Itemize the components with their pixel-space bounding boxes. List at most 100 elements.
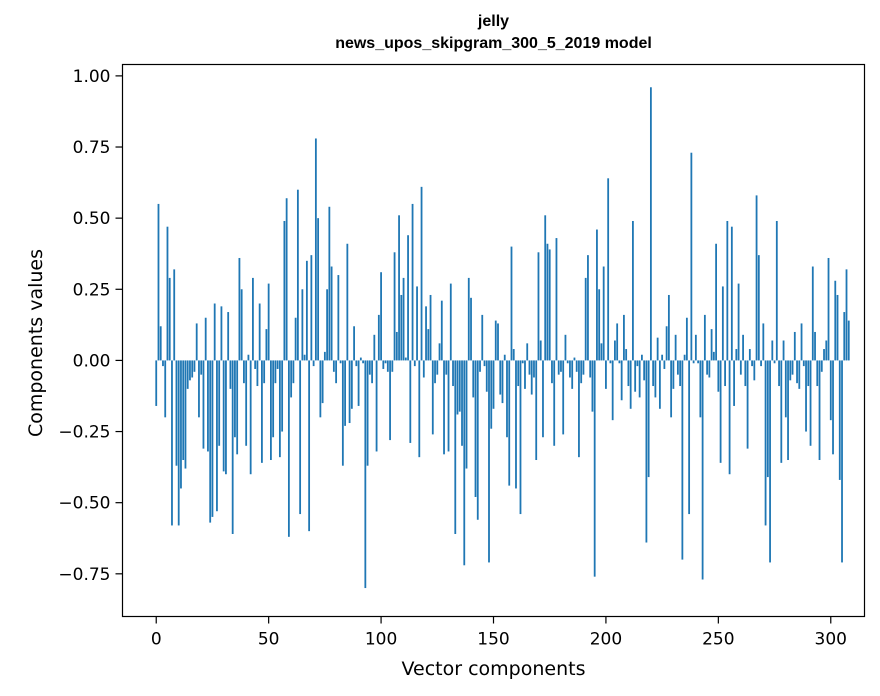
y-tick-label: 0.50 — [73, 209, 111, 229]
bar-series — [155, 87, 850, 589]
bar-279 — [782, 340, 785, 361]
bar-157 — [508, 360, 511, 486]
bar-81 — [337, 275, 340, 361]
bar-149 — [490, 360, 493, 429]
bar-67 — [305, 260, 308, 361]
bar-273 — [769, 360, 771, 563]
bar-105 — [391, 360, 394, 372]
bar-174 — [546, 243, 549, 361]
bar-307 — [845, 269, 848, 361]
bar-286 — [798, 360, 801, 389]
bar-166 — [528, 360, 531, 375]
bar-92 — [362, 360, 364, 364]
bar-154 — [501, 360, 504, 404]
bar-9 — [175, 360, 178, 466]
bar-253 — [724, 360, 726, 387]
bar-115 — [413, 360, 416, 367]
bar-245 — [706, 360, 709, 375]
bar-39 — [243, 360, 245, 384]
bar-200 — [605, 360, 607, 389]
bar-276 — [775, 220, 778, 361]
bar-155 — [503, 354, 506, 361]
bar-61 — [292, 360, 295, 384]
bar-292 — [811, 266, 814, 361]
bar-191 — [584, 277, 587, 361]
bar-98 — [375, 360, 378, 452]
bar-280 — [784, 360, 787, 418]
bar-122 — [429, 294, 432, 361]
bar-180 — [560, 360, 562, 372]
bar-168 — [533, 360, 535, 378]
bar-239 — [692, 360, 695, 364]
bar-152 — [497, 323, 499, 361]
bar-275 — [773, 360, 776, 364]
bar-30 — [222, 360, 225, 472]
bar-178 — [555, 238, 558, 361]
bar-104 — [389, 360, 391, 441]
bar-236 — [685, 317, 688, 361]
bar-226 — [663, 360, 666, 369]
bar-93 — [364, 360, 367, 589]
bar-96 — [371, 360, 373, 384]
bar-4 — [164, 360, 167, 418]
bar-137 — [463, 360, 466, 566]
bar-256 — [730, 226, 733, 361]
bar-235 — [683, 354, 686, 361]
x-tick-label: 200 — [590, 630, 622, 650]
x-axis-label: Vector components — [401, 658, 586, 680]
bar-97 — [373, 334, 376, 361]
bar-142 — [474, 360, 477, 497]
bar-33 — [229, 360, 232, 389]
bar-1 — [157, 203, 160, 361]
bar-65 — [301, 289, 304, 361]
bar-187 — [575, 360, 578, 372]
bar-46 — [258, 303, 261, 361]
bar-70 — [312, 360, 315, 367]
bar-117 — [418, 360, 421, 458]
bar-3 — [162, 360, 164, 367]
bar-255 — [728, 360, 731, 475]
bar-238 — [690, 152, 693, 361]
bar-147 — [485, 360, 488, 392]
bar-271 — [764, 360, 767, 526]
bar-84 — [344, 360, 346, 426]
bar-94 — [366, 360, 369, 466]
bar-254 — [726, 220, 729, 361]
bar-219 — [647, 360, 650, 478]
bar-213 — [634, 360, 637, 392]
bar-285 — [796, 360, 798, 384]
bar-272 — [766, 360, 769, 478]
bar-290 — [807, 360, 810, 387]
bar-55 — [278, 360, 281, 458]
bar-76 — [326, 289, 329, 361]
y-axis-ticks: −0.75 −0.50 −0.25 0.00 0.25 0.50 0.75 1.00 — [58, 67, 123, 585]
x-tick-label: 0 — [151, 630, 162, 650]
bar-171 — [539, 340, 542, 361]
bar-23 — [207, 360, 209, 452]
bar-203 — [611, 360, 614, 421]
bar-247 — [710, 329, 713, 361]
bar-282 — [789, 360, 792, 381]
bar-263 — [746, 360, 749, 449]
bar-63 — [296, 189, 299, 361]
bar-193 — [589, 360, 592, 378]
bar-19 — [198, 360, 200, 418]
bar-211 — [629, 360, 632, 409]
bar-232 — [676, 360, 679, 375]
bar-170 — [537, 252, 540, 361]
bar-182 — [564, 334, 567, 361]
bar-188 — [578, 360, 580, 458]
bar-151 — [494, 320, 497, 361]
bar-199 — [602, 266, 605, 361]
bar-146 — [483, 360, 486, 367]
bar-145 — [481, 314, 484, 361]
bar-64 — [299, 360, 302, 515]
bar-165 — [526, 343, 529, 361]
bar-150 — [492, 360, 495, 409]
x-tick-label: 300 — [815, 630, 847, 650]
bar-86 — [348, 360, 351, 424]
bar-296 — [820, 360, 823, 372]
bar-47 — [261, 360, 263, 463]
bar-184 — [569, 360, 571, 378]
bar-215 — [638, 360, 641, 398]
